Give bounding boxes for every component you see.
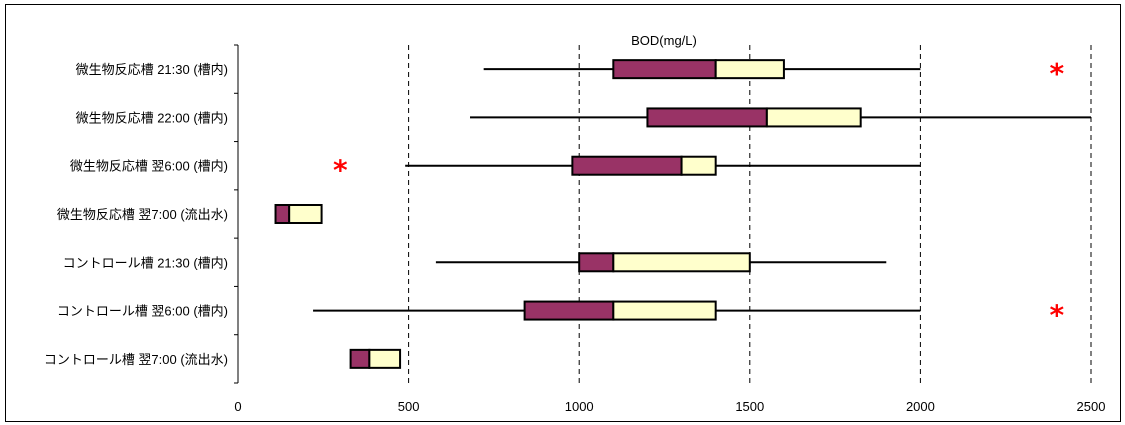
grid-lines: [408, 45, 1092, 383]
category-label: コントロール槽 翌6:00 (槽内): [57, 304, 228, 319]
box-group: [349, 348, 402, 369]
category-label: 微生物反応槽 22:00 (槽内): [76, 110, 228, 125]
chart-title: BOD(mg/L): [631, 33, 697, 48]
x-tick-label: 2000: [906, 399, 935, 414]
category-label: 微生物反応槽 21:30 (槽内): [76, 62, 228, 77]
category-label: 微生物反応槽 翌7:00 (流出水): [57, 207, 228, 222]
category-labels: 微生物反応槽 21:30 (槽内) 微生物反応槽 22:00 (槽内) 微生物反応槽…: [44, 62, 228, 367]
upper-box: [288, 204, 323, 224]
lower-box: [571, 155, 683, 176]
outlier-marker: *: [1050, 299, 1065, 332]
x-tick-label: 500: [398, 399, 420, 414]
boxes: * * *: [274, 57, 1091, 369]
x-tick-label: 1000: [565, 399, 594, 414]
chart-frame: [5, 4, 1121, 422]
lower-box: [274, 204, 291, 224]
x-tick-label: 1500: [735, 399, 764, 414]
upper-box: [612, 252, 751, 273]
box-group: *: [333, 154, 921, 187]
outlier-marker: *: [1050, 57, 1065, 90]
lower-box: [646, 107, 768, 128]
outlier-marker: *: [333, 154, 348, 187]
upper-box: [765, 107, 862, 128]
box-group: *: [483, 57, 1065, 90]
box-group: [435, 252, 887, 273]
lower-box: [349, 348, 371, 369]
upper-box: [680, 155, 717, 176]
lower-box: [523, 300, 615, 321]
box-group: [470, 107, 1091, 128]
y-axis-ticks: [234, 44, 238, 384]
lower-box: [612, 59, 717, 80]
x-tick-label: 0: [234, 399, 241, 414]
lower-box: [578, 252, 615, 273]
upper-box: [612, 300, 717, 321]
category-label: コントロール槽 翌7:00 (流出水): [44, 352, 228, 367]
box-group: [274, 204, 323, 224]
upper-box: [368, 348, 402, 369]
category-label: コントロール槽 21:30 (槽内): [63, 255, 228, 270]
upper-box: [714, 59, 785, 80]
category-label: 微生物反応槽 翌6:00 (槽内): [70, 159, 228, 174]
box-group: *: [313, 299, 1065, 332]
x-axis-tick-labels: 0 500 1000 1500 2000 2500: [234, 399, 1105, 414]
x-tick-label: 2500: [1077, 399, 1106, 414]
